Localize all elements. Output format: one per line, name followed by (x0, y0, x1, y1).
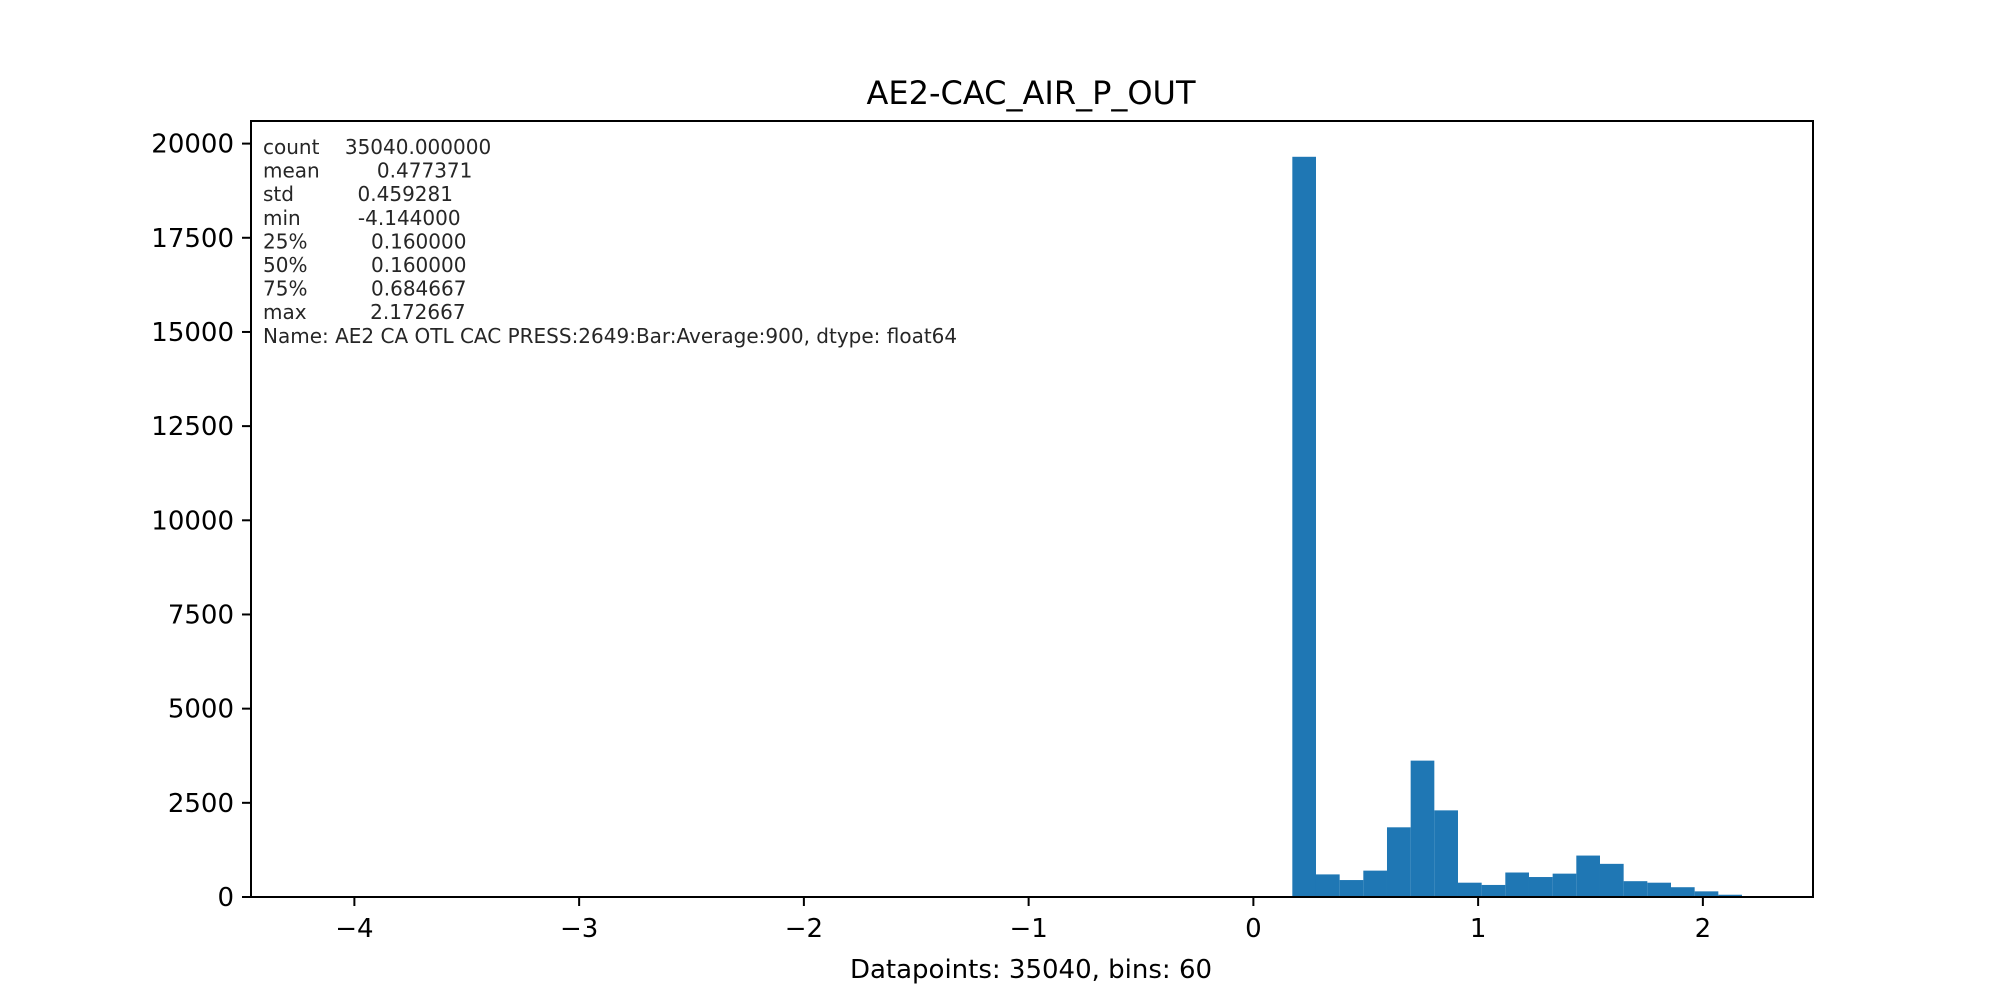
histogram-bar (1481, 884, 1506, 897)
histogram-bar (1647, 882, 1671, 897)
x-tick-label: 1 (1470, 914, 1487, 944)
y-tick-label: 10000 (151, 506, 234, 536)
x-tick-label: −1 (1009, 914, 1047, 944)
histogram-bar (1694, 891, 1719, 897)
stats-line: 75% 0.684667 (263, 277, 466, 301)
x-tick-label: −2 (785, 914, 823, 944)
x-tick-label: −3 (560, 914, 598, 944)
stats-line: std 0.459281 (263, 182, 453, 206)
y-tick-label: 15000 (151, 318, 234, 348)
histogram-bar (1505, 872, 1529, 897)
plot-frame (250, 120, 1814, 898)
x-axis-label: Datapoints: 35040, bins: 60 (850, 955, 1212, 985)
y-tick-label: 7500 (168, 600, 234, 630)
y-tick-label: 17500 (151, 224, 234, 254)
y-tick-label: 0 (217, 883, 234, 913)
stats-line: 25% 0.160000 (263, 229, 466, 253)
stats-line: 50% 0.160000 (263, 253, 466, 277)
chart-title: AE2-CAC_AIR_P_OUT (866, 74, 1196, 112)
histogram-bar (1623, 881, 1648, 897)
histogram-bar (1528, 877, 1553, 897)
stats-line: max 2.172667 (263, 300, 466, 324)
x-tick-label: −4 (335, 914, 373, 944)
histogram-bar (1292, 156, 1316, 898)
y-tick-label: 20000 (151, 130, 234, 160)
histogram-bar (1576, 855, 1600, 897)
histogram-bar (1386, 827, 1411, 897)
stats-line: mean 0.477371 (263, 159, 472, 183)
histogram-bar (1552, 873, 1577, 897)
y-tick-label: 12500 (151, 412, 234, 442)
histogram-bar (1434, 810, 1458, 897)
histogram-bar (1670, 887, 1695, 897)
histogram-bar (1315, 874, 1340, 897)
y-axis-ticks: 0 2500 5000 7500 10000 12500 15000 17500 20000 (151, 130, 251, 913)
histogram-bar (1599, 863, 1624, 897)
x-tick-label: 0 (1245, 914, 1262, 944)
y-tick-label: 5000 (168, 695, 234, 725)
stats-line: Name: AE2 CA OTL CAC PRESS:2649:Bar:Aver… (263, 324, 957, 348)
histogram-bar (1718, 894, 1742, 897)
histogram-bars (322, 156, 1742, 898)
x-axis-ticks: −4 −3 −2 −1 0 1 2 (335, 897, 1711, 944)
stats-line: min -4.144000 (263, 206, 461, 230)
x-tick-label: 2 (1695, 914, 1712, 944)
histogram-bar (1339, 880, 1364, 897)
histogram-bar (1363, 870, 1387, 897)
histogram-bar (1457, 882, 1482, 897)
stats-line: count 35040.000000 (263, 135, 491, 159)
y-tick-label: 2500 (168, 789, 234, 819)
histogram-bar (1410, 760, 1435, 897)
